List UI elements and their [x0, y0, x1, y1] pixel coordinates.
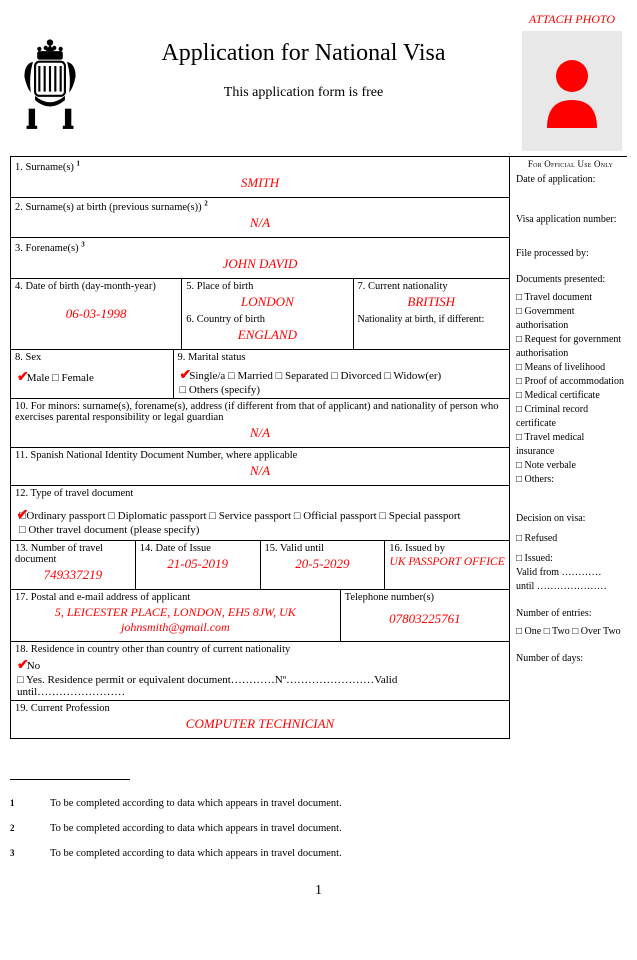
field-17b: Telephone number(s) 07803225761	[341, 589, 510, 641]
official-use-column: For Official Use Only Date of applicatio…	[510, 156, 627, 739]
form-title: Application for National Visa	[90, 40, 517, 67]
form-subtitle: This application form is free	[90, 85, 517, 101]
dni-value: N/A	[15, 461, 505, 483]
field-8: 8. Sex ✔Male □ Female	[10, 349, 174, 398]
field-19: 19. Current Profession COMPUTER TECHNICI…	[10, 700, 510, 739]
page-number: 1	[10, 883, 627, 899]
address-value: 5, LEICESTER PLACE, LONDON, EH5 8JW, UK	[15, 603, 336, 620]
field-10: 10. For minors: surname(s), forename(s),…	[10, 398, 510, 447]
field-17: 17. Postal and e-mail address of applica…	[10, 589, 341, 641]
place-birth-value: LONDON	[186, 292, 348, 314]
field-14: 14. Date of Issue 21-05-2019	[136, 540, 261, 589]
doc-number-value: 749337219	[15, 565, 131, 587]
phone-value: 07803225761	[345, 603, 505, 631]
surname-value: SMITH	[15, 173, 505, 195]
field-15: 15. Valid until 20-5-2029	[261, 540, 386, 589]
email-value: johnsmith@gmail.com	[15, 620, 336, 639]
photo-placeholder	[522, 31, 622, 151]
forename-value: JOHN DAVID	[15, 254, 505, 276]
official-use-header: For Official Use Only	[514, 157, 627, 171]
footnotes: 1To be completed according to data which…	[10, 779, 627, 859]
field-4: 4. Date of birth (day-month-year) 06-03-…	[10, 278, 182, 349]
issue-date-value: 21-05-2019	[140, 554, 256, 576]
profession-value: COMPUTER TECHNICIAN	[15, 714, 505, 736]
field-12: 12. Type of travel document □✔Ordinary p…	[10, 485, 510, 540]
field-7: 7. Current nationality BRITISH Nationali…	[354, 278, 511, 349]
field-5-6: 5. Place of birth LONDON 6. Country of b…	[182, 278, 353, 349]
field-16: 16. Issued by UK PASSPORT OFFICE	[385, 540, 510, 589]
prev-surname-value: N/A	[15, 213, 505, 235]
field-11: 11. Spanish National Identity Document N…	[10, 447, 510, 485]
valid-until-value: 20-5-2029	[265, 554, 381, 576]
field-1: 1. Surname(s) 1 SMITH	[10, 156, 510, 197]
coat-of-arms	[10, 12, 90, 152]
attach-photo-label: ATTACH PHOTO	[517, 12, 627, 27]
minors-value: N/A	[15, 423, 505, 445]
field-9: 9. Marital status ✔Single/a □ Married □ …	[174, 349, 510, 398]
field-3: 3. Forename(s) 3 JOHN DAVID	[10, 237, 510, 278]
dob-value: 06-03-1998	[15, 292, 177, 326]
field-18: 18. Residence in country other than coun…	[10, 641, 510, 700]
country-birth-value: ENGLAND	[186, 325, 348, 347]
issued-by-value: UK PASSPORT OFFICE	[389, 554, 505, 572]
field-2: 2. Surname(s) at birth (previous surname…	[10, 197, 510, 238]
nationality-value: BRITISH	[358, 292, 506, 314]
field-13: 13. Number of travel document 749337219	[10, 540, 136, 589]
